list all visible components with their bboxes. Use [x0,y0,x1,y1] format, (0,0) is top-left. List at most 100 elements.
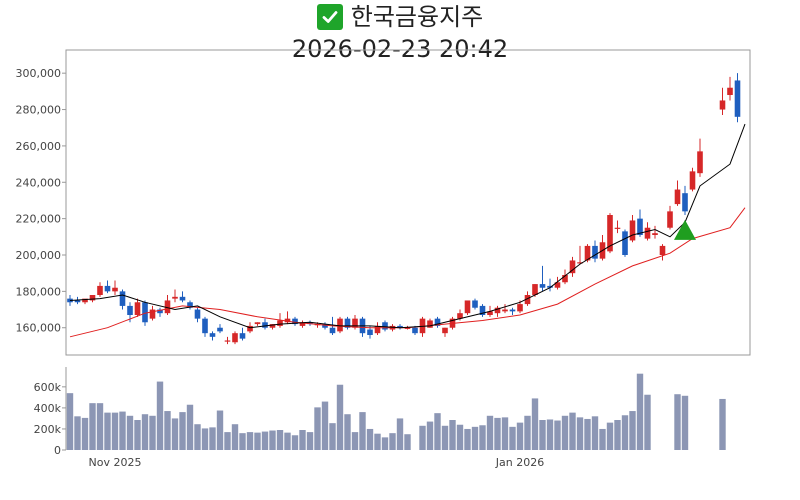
candle-body [464,300,471,314]
candle [719,87,726,115]
candle-body [382,322,388,330]
candle [734,73,741,123]
volume-bars [66,373,726,450]
volume-tick-label: 200k [34,423,62,436]
candle-body [607,215,613,252]
volume-bar [224,432,231,450]
volume-bar [464,428,471,450]
volume-bar [606,422,614,450]
candle [134,298,141,317]
volume-bar [246,432,254,450]
candle-body [104,285,111,292]
volume-bar [359,412,366,450]
candle-body [97,285,103,295]
candle [442,327,448,337]
check-icon [316,4,343,30]
candle-body [217,327,223,332]
candle-body [232,333,238,343]
candle-body [134,302,141,315]
volume-bar [164,411,171,450]
candle-body [322,324,328,328]
candle-body [247,325,253,332]
candle [494,305,501,317]
candle-body [164,300,171,314]
candle [592,240,598,263]
volume-bar [479,425,486,450]
candle [622,229,628,257]
candle-body [577,262,583,264]
candle [727,76,733,101]
volume-bar [254,432,261,450]
candle [232,331,238,345]
volume-bar [636,373,644,450]
candle [307,320,313,326]
volume-bar [231,424,239,450]
candle-body [179,296,186,301]
candle-body [734,80,741,117]
candle-body [517,304,523,312]
candle [689,167,696,192]
volume-bar [621,415,629,450]
candle-body [374,325,381,334]
candle-body [292,318,298,325]
candle [614,220,621,234]
volume-bar [501,417,509,450]
candle-body [194,309,201,319]
candle-body [74,300,81,303]
candle [262,318,268,330]
volume-bar [471,426,479,450]
candle [179,291,186,303]
volume-bar [426,421,434,450]
candle-body [269,324,276,328]
candle-body [509,309,516,312]
volume-bar [156,381,164,450]
candle-body [307,322,313,325]
candle-body [697,151,703,174]
volume-bar [111,412,119,450]
candle-body [659,245,666,255]
volume-bar [201,428,209,450]
candle-body [412,327,418,334]
candle [209,331,216,341]
candle [239,327,246,341]
date-axis: Nov 2025 Jan 2026 [89,456,545,469]
volume-bar [554,420,561,450]
candle-body [592,245,598,259]
candle [397,324,403,330]
volume-tick-label: 0 [54,444,61,457]
volume-bar [584,418,591,450]
volume-bar [561,415,569,450]
candle-body [562,275,568,283]
volume-bar [681,395,689,450]
candle-body [652,233,658,235]
price-tick-label: 200,000 [16,249,62,262]
volume-bar [171,418,179,450]
candle-body [569,260,576,274]
volume-bar [329,423,336,450]
volume-bar [486,415,494,450]
volume-bar [209,427,216,450]
candle-body [532,284,538,295]
candle [149,305,156,321]
candle-body [284,318,291,323]
volume-bar [134,420,141,450]
candle [374,322,381,335]
candle-body [254,322,261,325]
candle-body [682,193,688,212]
candle [562,269,568,285]
candle [224,336,231,345]
candle [119,289,126,310]
volume-bar [351,432,359,450]
candle [382,320,388,332]
volume-bar [419,425,426,450]
candle [539,265,546,292]
volume-bar [456,424,464,450]
candle-body [89,295,96,301]
volume-bar [576,417,584,450]
volume-bar [216,410,224,450]
volume-bar [674,394,681,450]
candle [299,320,306,328]
candle-body [689,171,696,190]
candle [202,316,208,337]
candle-body [112,287,118,292]
